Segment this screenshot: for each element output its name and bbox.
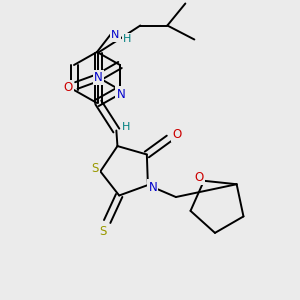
- Text: N: N: [148, 181, 157, 194]
- Text: H: H: [122, 122, 130, 131]
- Text: N: N: [94, 71, 103, 84]
- Text: N: N: [111, 31, 119, 40]
- Text: N: N: [117, 88, 125, 100]
- Text: S: S: [100, 225, 107, 238]
- Text: O: O: [172, 128, 182, 141]
- Text: O: O: [194, 171, 203, 184]
- Text: S: S: [92, 162, 99, 175]
- Text: H: H: [123, 34, 131, 44]
- Text: O: O: [64, 81, 73, 94]
